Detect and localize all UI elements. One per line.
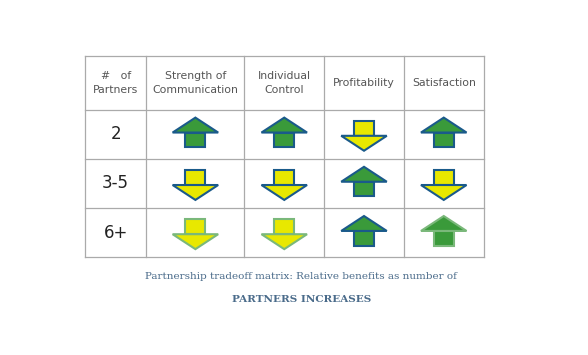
- Text: PARTNERS INCREASES: PARTNERS INCREASES: [232, 295, 371, 305]
- Text: 2: 2: [111, 125, 121, 143]
- Polygon shape: [274, 170, 294, 185]
- Polygon shape: [185, 170, 205, 185]
- Polygon shape: [262, 118, 307, 132]
- Polygon shape: [354, 231, 374, 246]
- Polygon shape: [173, 185, 218, 200]
- Text: 6+: 6+: [103, 224, 128, 242]
- Text: Satisfaction: Satisfaction: [412, 78, 476, 88]
- Polygon shape: [262, 234, 307, 249]
- Text: 3-5: 3-5: [102, 174, 129, 192]
- Polygon shape: [434, 170, 454, 185]
- Text: Individual
Control: Individual Control: [258, 71, 311, 94]
- Text: #   of
Partners: # of Partners: [93, 71, 138, 94]
- Polygon shape: [173, 234, 218, 249]
- Text: Partnership tradeoff matrix: Relative benefits as number of: Partnership tradeoff matrix: Relative be…: [145, 272, 457, 281]
- Polygon shape: [421, 216, 466, 231]
- Polygon shape: [185, 219, 205, 234]
- Polygon shape: [434, 231, 454, 246]
- Polygon shape: [274, 132, 294, 147]
- Polygon shape: [274, 219, 294, 234]
- Polygon shape: [354, 121, 374, 136]
- Polygon shape: [185, 132, 205, 147]
- Polygon shape: [421, 185, 466, 200]
- Polygon shape: [434, 132, 454, 147]
- Polygon shape: [341, 136, 387, 151]
- Text: Profitability: Profitability: [333, 78, 395, 88]
- Polygon shape: [341, 216, 387, 231]
- Polygon shape: [173, 118, 218, 132]
- Polygon shape: [341, 167, 387, 182]
- Text: Strength of
Communication: Strength of Communication: [152, 71, 238, 94]
- Polygon shape: [421, 118, 466, 132]
- Polygon shape: [354, 182, 374, 197]
- Polygon shape: [262, 185, 307, 200]
